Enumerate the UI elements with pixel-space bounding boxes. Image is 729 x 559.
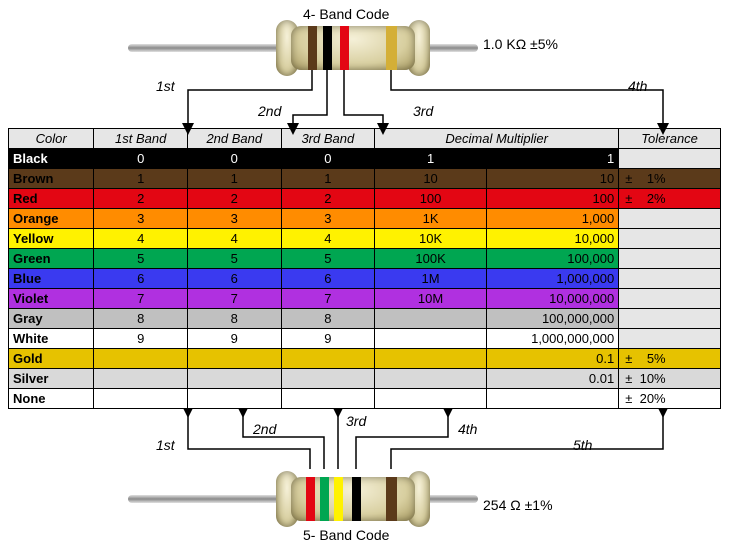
color-name: Brown (9, 169, 94, 189)
col-2nd: 2nd Band (188, 129, 282, 149)
color-name: Yellow (9, 229, 94, 249)
color-name: Gold (9, 349, 94, 369)
band-b1 (306, 477, 315, 521)
color-name: Silver (9, 369, 94, 389)
ord-b3: 3rd (346, 413, 366, 429)
table-row: Green555100K100,000 (9, 249, 721, 269)
band-b3 (334, 477, 343, 521)
color-name: Gray (9, 309, 94, 329)
col-color: Color (9, 129, 94, 149)
color-name: White (9, 329, 94, 349)
top-title: 4- Band Code (303, 6, 389, 22)
ord-1: 1st (156, 78, 175, 94)
table-row: White9991,000,000,000 (9, 329, 721, 349)
col-3rd: 3rd Band (281, 129, 375, 149)
col-mult: Decimal Multiplier (375, 129, 619, 149)
ord-b5: 5th (573, 437, 592, 453)
band-b2 (320, 477, 329, 521)
color-name: Black (9, 149, 94, 169)
col-1st: 1st Band (94, 129, 188, 149)
band-b4 (352, 477, 361, 521)
bottom-title: 5- Band Code (303, 527, 389, 543)
color-name: Orange (9, 209, 94, 229)
ord-b2: 2nd (253, 421, 276, 437)
table-row: Gray888100,000,000 (9, 309, 721, 329)
five-band-resistor: 1st 2nd 3rd 4th 5th 254 Ω ±1% 5- Band Co… (8, 409, 721, 539)
band-4 (386, 26, 397, 70)
color-name: Green (9, 249, 94, 269)
bottom-value-label: 254 Ω ±1% (483, 497, 553, 513)
top-value-label: 1.0 KΩ ±5% (483, 36, 558, 52)
color-code-table: Color 1st Band 2nd Band 3rd Band Decimal… (8, 128, 721, 409)
ord-b4: 4th (458, 421, 477, 437)
band-b5 (386, 477, 397, 521)
color-name: None (9, 389, 94, 409)
table-row: Orange3331K1,000 (9, 209, 721, 229)
color-name: Red (9, 189, 94, 209)
wire-left (128, 44, 288, 52)
table-row: Yellow44410K10,000 (9, 229, 721, 249)
table-row: Brown1111010± 1% (9, 169, 721, 189)
ord-4: 4th (628, 78, 647, 94)
color-name: Violet (9, 289, 94, 309)
band-3 (340, 26, 349, 70)
four-band-resistor: 4- Band Code 1.0 KΩ ±5% 1st 2nd 3rd 4th (8, 8, 721, 128)
table-row: Red222100100± 2% (9, 189, 721, 209)
table-row: None± 20% (9, 389, 721, 409)
table-row: Black00011 (9, 149, 721, 169)
band-2 (323, 26, 332, 70)
color-name: Blue (9, 269, 94, 289)
ord-b1: 1st (156, 437, 175, 453)
table-header-row: Color 1st Band 2nd Band 3rd Band Decimal… (9, 129, 721, 149)
table-row: Blue6661M1,000,000 (9, 269, 721, 289)
col-tol: Tolerance (619, 129, 721, 149)
table-row: Gold0.1± 5% (9, 349, 721, 369)
ord-3: 3rd (413, 103, 433, 119)
table-row: Violet77710M10,000,000 (9, 289, 721, 309)
band-1 (308, 26, 317, 70)
wire-left-b (128, 495, 288, 503)
ord-2: 2nd (258, 103, 281, 119)
table-row: Silver0.01± 10% (9, 369, 721, 389)
